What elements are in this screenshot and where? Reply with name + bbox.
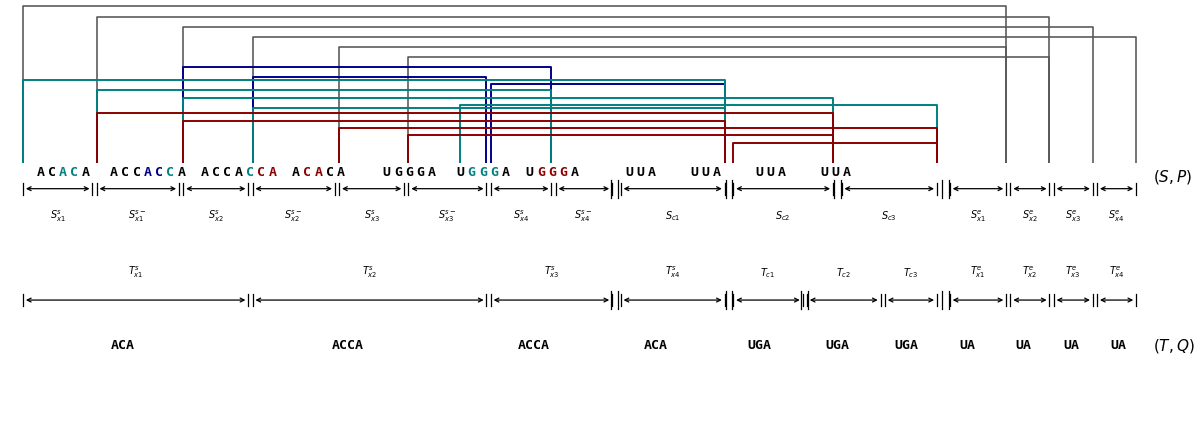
Text: C: C [304, 166, 311, 179]
Text: $T^e_{x2}$: $T^e_{x2}$ [1022, 265, 1038, 280]
Text: $S^e_{x4}$: $S^e_{x4}$ [1109, 209, 1124, 224]
Text: A: A [428, 166, 436, 179]
Text: C: C [246, 166, 254, 179]
Text: A: A [314, 166, 323, 179]
Text: C: C [132, 166, 140, 179]
Text: $S^s_{x4}$: $S^s_{x4}$ [512, 209, 529, 224]
Text: $T^e_{x4}$: $T^e_{x4}$ [1109, 265, 1124, 280]
Text: UA: UA [1063, 339, 1079, 352]
Text: A: A [713, 166, 721, 179]
Text: C: C [223, 166, 232, 179]
Text: U: U [702, 166, 709, 179]
Text: C: C [257, 166, 265, 179]
Text: A: A [292, 166, 300, 179]
Text: U: U [821, 166, 828, 179]
Text: $S^e_{x2}$: $S^e_{x2}$ [1022, 209, 1038, 224]
Text: C: C [212, 166, 221, 179]
Text: $S^{s-}_{x1}$: $S^{s-}_{x1}$ [128, 209, 148, 224]
Text: ACA: ACA [643, 339, 667, 352]
Text: A: A [842, 166, 851, 179]
Text: U: U [526, 166, 534, 179]
Text: $S^e_{x3}$: $S^e_{x3}$ [1066, 209, 1081, 224]
Text: $S^s_{x1}$: $S^s_{x1}$ [49, 209, 66, 224]
Text: UGA: UGA [894, 339, 918, 352]
Text: G: G [559, 166, 568, 179]
Text: UA: UA [959, 339, 976, 352]
Text: $T_{c1}$: $T_{c1}$ [761, 266, 775, 280]
Text: $S^{s-}_{x2}$: $S^{s-}_{x2}$ [284, 209, 304, 224]
Text: A: A [82, 166, 90, 179]
Text: $T^s_{x4}$: $T^s_{x4}$ [665, 265, 680, 280]
Text: U: U [383, 166, 391, 179]
Text: $S_{c1}$: $S_{c1}$ [665, 209, 680, 223]
Text: A: A [110, 166, 118, 179]
Text: ACCA: ACCA [332, 339, 364, 352]
Text: G: G [479, 166, 487, 179]
Text: $(T, Q)$: $(T, Q)$ [1153, 336, 1195, 355]
Text: A: A [178, 166, 186, 179]
Text: $T^s_{x3}$: $T^s_{x3}$ [544, 265, 559, 280]
Text: G: G [538, 166, 545, 179]
Text: A: A [502, 166, 510, 179]
Text: $(S, P)$: $(S, P)$ [1153, 169, 1193, 187]
Text: $T^s_{x2}$: $T^s_{x2}$ [361, 265, 377, 280]
Text: UGA: UGA [826, 339, 850, 352]
Text: A: A [36, 166, 44, 179]
Text: $T_{c3}$: $T_{c3}$ [904, 266, 919, 280]
Text: A: A [269, 166, 276, 179]
Text: A: A [235, 166, 242, 179]
Text: G: G [548, 166, 557, 179]
Text: ACA: ACA [110, 339, 134, 352]
Text: C: C [325, 166, 334, 179]
Text: $T^e_{x3}$: $T^e_{x3}$ [1066, 265, 1081, 280]
Text: G: G [468, 166, 475, 179]
Text: A: A [571, 166, 578, 179]
Text: $S^s_{x2}$: $S^s_{x2}$ [208, 209, 223, 224]
Text: G: G [491, 166, 498, 179]
Text: U: U [832, 166, 840, 179]
Text: UA: UA [1111, 339, 1127, 352]
Text: G: G [416, 166, 425, 179]
Text: A: A [144, 166, 151, 179]
Text: A: A [648, 166, 656, 179]
Text: $S^{s-}_{x4}$: $S^{s-}_{x4}$ [575, 209, 593, 224]
Text: A: A [200, 166, 209, 179]
Text: U: U [690, 166, 698, 179]
Text: A: A [59, 166, 67, 179]
Text: $T^s_{x1}$: $T^s_{x1}$ [128, 265, 144, 280]
Text: C: C [70, 166, 78, 179]
Text: UA: UA [1015, 339, 1032, 352]
Text: $S^{s-}_{x3}$: $S^{s-}_{x3}$ [438, 209, 457, 224]
Text: U: U [637, 166, 644, 179]
Text: C: C [121, 166, 130, 179]
Text: U: U [456, 166, 464, 179]
Text: $S^s_{x3}$: $S^s_{x3}$ [364, 209, 379, 224]
Text: U: U [755, 166, 763, 179]
Text: $S^e_{x1}$: $S^e_{x1}$ [970, 209, 986, 224]
Text: UGA: UGA [748, 339, 772, 352]
Text: C: C [48, 166, 55, 179]
Text: U: U [625, 166, 634, 179]
Text: U: U [767, 166, 774, 179]
Text: C: C [155, 166, 163, 179]
Text: $S_{c2}$: $S_{c2}$ [775, 209, 791, 223]
Text: G: G [406, 166, 413, 179]
Text: C: C [167, 166, 174, 179]
Text: $T_{c2}$: $T_{c2}$ [836, 266, 851, 280]
Text: A: A [778, 166, 786, 179]
Text: G: G [394, 166, 402, 179]
Text: ACCA: ACCA [518, 339, 550, 352]
Text: $S_{c3}$: $S_{c3}$ [881, 209, 898, 223]
Text: $T^e_{x1}$: $T^e_{x1}$ [970, 265, 986, 280]
Text: A: A [337, 166, 344, 179]
